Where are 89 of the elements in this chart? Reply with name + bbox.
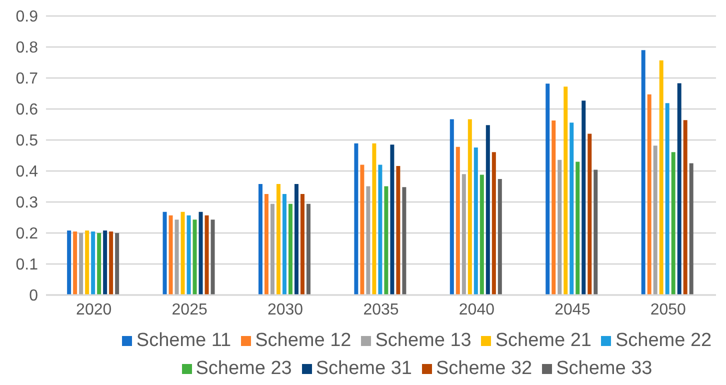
bar xyxy=(109,231,114,295)
bar xyxy=(258,184,262,295)
bar xyxy=(671,152,676,295)
y-tick-label: 0.8 xyxy=(16,40,38,57)
bar xyxy=(402,187,406,295)
legend-label: Scheme 11 xyxy=(136,330,232,351)
bar xyxy=(588,134,592,295)
x-tick-label: 2035 xyxy=(363,301,399,318)
bar xyxy=(354,143,358,295)
bar xyxy=(97,233,102,295)
bar xyxy=(450,119,454,295)
bar xyxy=(288,204,292,295)
legend-label: Scheme 21 xyxy=(495,330,592,351)
bar xyxy=(647,94,652,295)
bar xyxy=(103,230,108,295)
legend-label: Scheme 12 xyxy=(255,330,352,351)
bar xyxy=(594,170,598,295)
bar xyxy=(468,119,472,295)
bar xyxy=(498,179,502,295)
bar xyxy=(282,194,286,295)
bar xyxy=(73,231,78,295)
bar xyxy=(462,174,466,295)
bar xyxy=(582,100,586,295)
x-tick-label: 2045 xyxy=(554,301,590,318)
bar xyxy=(186,215,191,295)
bar xyxy=(456,146,460,295)
bar xyxy=(474,147,478,295)
x-tick-label: 2040 xyxy=(458,301,495,318)
bar xyxy=(276,184,280,295)
bar xyxy=(486,125,490,295)
bar xyxy=(85,230,90,295)
bar xyxy=(570,122,574,295)
x-tick-label: 2025 xyxy=(172,301,208,318)
bar xyxy=(306,204,310,295)
bar xyxy=(264,194,268,295)
bar xyxy=(192,220,197,295)
bar xyxy=(294,184,298,295)
bar xyxy=(396,166,400,295)
bar xyxy=(67,230,72,295)
bar xyxy=(689,163,694,295)
bar xyxy=(174,220,179,295)
legend-label: Scheme 33 xyxy=(556,358,652,379)
bar xyxy=(198,212,203,295)
y-tick-label: 0.3 xyxy=(16,194,38,212)
y-tick-label: 0.5 xyxy=(16,132,38,150)
legend-label: Scheme 31 xyxy=(316,358,412,379)
bar xyxy=(360,164,364,295)
x-tick-label: 2050 xyxy=(650,301,686,318)
bar xyxy=(168,215,173,295)
legend-label: Scheme 13 xyxy=(375,330,472,351)
bar xyxy=(390,144,394,295)
bar xyxy=(480,174,484,295)
bar xyxy=(270,204,274,295)
y-tick-label: 0.7 xyxy=(16,70,38,88)
bar xyxy=(372,143,376,295)
y-tick-label: 0 xyxy=(29,288,38,305)
bar xyxy=(546,84,550,295)
bar xyxy=(558,160,562,295)
bar xyxy=(552,120,556,295)
bar xyxy=(210,220,215,295)
bar xyxy=(300,194,304,295)
bar xyxy=(79,233,84,295)
bar xyxy=(115,233,120,295)
y-tick-label: 0.6 xyxy=(16,102,38,119)
bar xyxy=(378,164,382,295)
bar xyxy=(683,120,688,295)
bar xyxy=(564,86,568,295)
bar xyxy=(576,162,580,295)
bar xyxy=(659,60,664,295)
bar xyxy=(492,152,496,295)
legend-label: Scheme 22 xyxy=(615,330,712,351)
y-tick-label: 0.4 xyxy=(16,164,38,181)
bar xyxy=(653,146,658,295)
x-tick-label: 2030 xyxy=(267,301,304,318)
legend-label: Scheme 32 xyxy=(436,358,532,379)
y-tick-label: 0.2 xyxy=(16,226,38,243)
legend-label: Scheme 23 xyxy=(196,358,292,379)
y-tick-label: 0.9 xyxy=(16,8,38,26)
x-tick-label: 2020 xyxy=(76,301,112,318)
bar xyxy=(677,83,682,295)
bar xyxy=(641,50,646,295)
y-tick-label: 0.1 xyxy=(16,256,38,274)
bar xyxy=(366,186,370,295)
bar xyxy=(384,186,388,295)
bar xyxy=(665,103,670,295)
bar xyxy=(204,215,209,295)
bar xyxy=(180,212,185,295)
bar xyxy=(91,231,96,295)
bar xyxy=(162,212,167,295)
